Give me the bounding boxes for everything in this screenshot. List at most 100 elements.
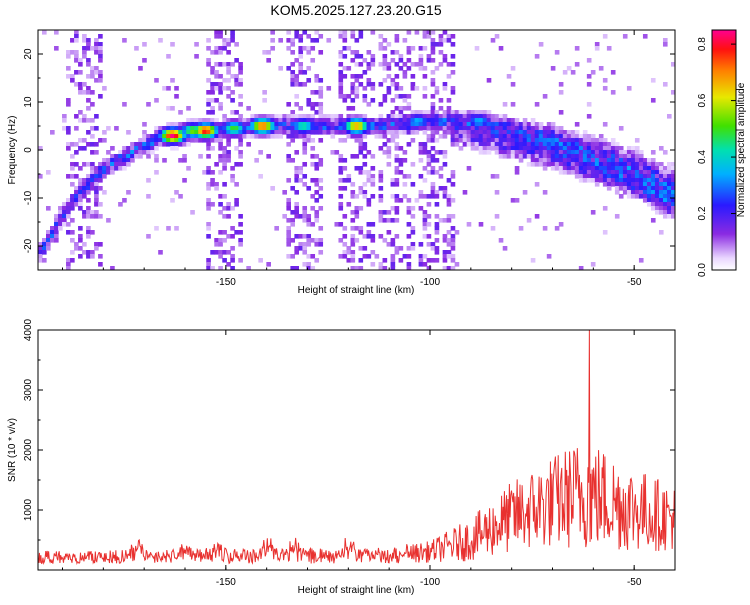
spectrogram-cell xyxy=(650,98,656,103)
spectrogram-cell xyxy=(338,194,344,199)
spectrogram-cell xyxy=(66,126,71,131)
spectrogram-cell xyxy=(290,122,296,127)
spectrogram-cell xyxy=(78,90,83,95)
spectrogram-cell xyxy=(646,162,652,167)
spectrogram-cell xyxy=(670,174,675,179)
spectrogram-cell xyxy=(286,234,291,239)
spectrogram-cell xyxy=(598,66,604,71)
spectrogram-cell xyxy=(638,258,644,263)
spectrogram-cell xyxy=(218,194,223,199)
spectrogram-cell xyxy=(138,150,143,155)
spectrogram-cell xyxy=(358,142,364,147)
spectrogram-cell xyxy=(266,122,271,127)
spectrogram-cell xyxy=(602,166,608,171)
spectrogram-cell xyxy=(234,130,239,135)
spectrogram-cell xyxy=(390,134,396,139)
spectrogram-cell xyxy=(594,166,600,171)
spectrogram-cell xyxy=(54,234,59,239)
spectrogram-cell xyxy=(258,130,263,135)
spectrogram-cell xyxy=(442,150,448,155)
spectrogram-cell xyxy=(318,186,324,191)
spectrogram-cell xyxy=(586,82,592,87)
spectrogram-cell xyxy=(122,162,127,167)
spectrogram-cell xyxy=(350,130,356,135)
spectrogram-cell xyxy=(134,154,139,159)
spectrogram-cell xyxy=(398,114,404,119)
spectrogram-cell xyxy=(446,74,452,79)
spectrogram-cell xyxy=(426,122,432,127)
spectrogram-cell xyxy=(210,130,215,135)
spectrogram-cell xyxy=(318,118,324,123)
spectrogram-cell xyxy=(398,170,404,175)
spectrogram-cell xyxy=(638,150,644,155)
spectrogram-cell xyxy=(250,126,255,131)
spectrogram-cell xyxy=(370,238,376,243)
spectrogram-cell xyxy=(546,126,552,131)
spectrogram-cell xyxy=(398,162,404,167)
spectrogram-cell xyxy=(94,126,99,131)
spectrogram-cell xyxy=(522,130,528,135)
spectrogram-cell xyxy=(634,186,640,191)
spectrogram-cell xyxy=(482,110,488,115)
spectrogram-cell xyxy=(426,54,432,59)
spectrogram-cell xyxy=(94,166,99,171)
spectrogram-cell xyxy=(358,54,364,59)
spectrogram-cell xyxy=(186,166,191,171)
spectrogram-cell xyxy=(146,138,151,143)
spectrogram-cell xyxy=(342,242,348,247)
spectrogram-cell xyxy=(334,130,340,135)
spectrogram-cell xyxy=(306,98,312,103)
spectrogram-cell xyxy=(266,58,271,63)
spectrogram-cell xyxy=(210,134,215,139)
spectrogram-cell xyxy=(342,38,348,43)
spectrogram-cell xyxy=(246,134,251,139)
spectrogram-cell xyxy=(154,78,159,83)
spectrogram-cell xyxy=(650,186,656,191)
spectrogram-cell xyxy=(590,174,596,179)
spectrogram-cell xyxy=(354,194,360,199)
spectrogram-cell xyxy=(294,114,300,119)
spectrogram-cell xyxy=(474,46,480,51)
spectrogram-cell xyxy=(50,130,55,135)
spectrogram-cell xyxy=(218,250,223,255)
spectrogram-cell xyxy=(386,162,392,167)
spectrogram-cell xyxy=(310,146,316,151)
spectrogram-cell xyxy=(462,122,468,127)
spectrogram-cell xyxy=(130,150,135,155)
spectrogram-cell xyxy=(214,62,219,67)
spectrogram-cell xyxy=(238,70,243,75)
spectrogram-cell xyxy=(306,254,312,259)
spectrogram-cell xyxy=(422,122,428,127)
spectrogram-cell xyxy=(418,190,424,195)
spectrogram-cell xyxy=(670,194,675,199)
spectrogram-cell xyxy=(270,118,275,123)
spectrogram-cell xyxy=(650,178,656,183)
spectrogram-cell xyxy=(438,118,444,123)
spectrogram-cell xyxy=(534,214,540,219)
spectrogram-cell xyxy=(66,206,71,211)
spectrogram-cell xyxy=(346,46,352,51)
spectrogram-cell xyxy=(306,46,312,51)
spectrogram-cell xyxy=(446,242,452,247)
spectrogram-cell xyxy=(238,126,243,131)
spectrogram-cell xyxy=(410,226,416,231)
spectrogram-cell xyxy=(366,222,372,227)
spectrogram-cell xyxy=(342,226,348,231)
spectrogram-cell xyxy=(646,194,652,199)
spectrogram-cell xyxy=(110,146,115,151)
spectrogram-cell xyxy=(586,142,592,147)
spectrogram-cell xyxy=(422,210,428,215)
spectrogram-cell xyxy=(210,70,215,75)
spectrogram-cell xyxy=(346,246,352,251)
spectrogram-cell xyxy=(402,118,408,123)
spectrogram-cell xyxy=(474,146,480,151)
spectrogram-cell xyxy=(142,142,147,147)
spectrogram-cell xyxy=(514,198,520,203)
spectrogram-cell xyxy=(506,142,512,147)
spectrogram-cell xyxy=(658,182,664,187)
spectrogram-cell xyxy=(622,34,628,39)
spectrogram-cell xyxy=(78,234,83,239)
spectrogram-cell xyxy=(610,150,616,155)
spectrogram-cell xyxy=(446,34,452,39)
